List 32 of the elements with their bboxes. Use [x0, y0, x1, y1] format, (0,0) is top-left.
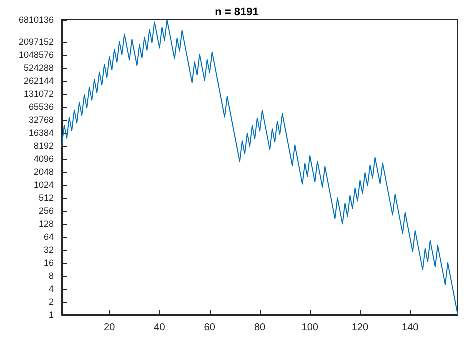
- y-tick-label: 2: [48, 297, 54, 308]
- y-tick-label: 256: [38, 206, 54, 216]
- y-tick-label: 1024: [34, 180, 54, 190]
- y-tick-label: 6810136: [18, 15, 54, 25]
- y-tick-label: 4: [48, 284, 54, 294]
- y-tick-label: 512: [38, 193, 54, 204]
- y-tick-label: 65536: [28, 102, 54, 112]
- y-tick-label: 1: [48, 310, 54, 320]
- y-tick-label: 262144: [24, 76, 54, 86]
- y-tick-label: 8: [48, 271, 54, 282]
- x-tick-label: 40: [154, 322, 166, 334]
- y-tick-label: 4096: [34, 154, 54, 164]
- y-tick-label: 64: [44, 232, 54, 242]
- y-tick-label: 524288: [24, 63, 54, 74]
- x-tick-label: 140: [402, 322, 420, 334]
- x-tick-label: 80: [254, 322, 266, 334]
- y-tick-label: 2048: [34, 167, 54, 178]
- y-tick-label: 8192: [34, 141, 54, 152]
- y-tick-label: 16384: [28, 128, 54, 138]
- y-tick-label: 1048576: [18, 50, 54, 60]
- chart-title: n = 8191: [215, 6, 259, 18]
- y-tick-label: 131072: [24, 89, 54, 100]
- y-tick-label: 2097152: [18, 37, 54, 48]
- x-tick-label: 20: [104, 322, 116, 334]
- y-tick-label: 16: [44, 258, 54, 268]
- x-tick-label: 100: [302, 322, 319, 334]
- x-tick-label: 120: [352, 322, 370, 334]
- line-series: [62, 20, 458, 316]
- y-tick-label: 32768: [28, 115, 54, 126]
- y-tick-label: 32: [44, 245, 54, 256]
- y-tick-label: 128: [38, 219, 54, 230]
- x-tick-label: 60: [204, 322, 216, 334]
